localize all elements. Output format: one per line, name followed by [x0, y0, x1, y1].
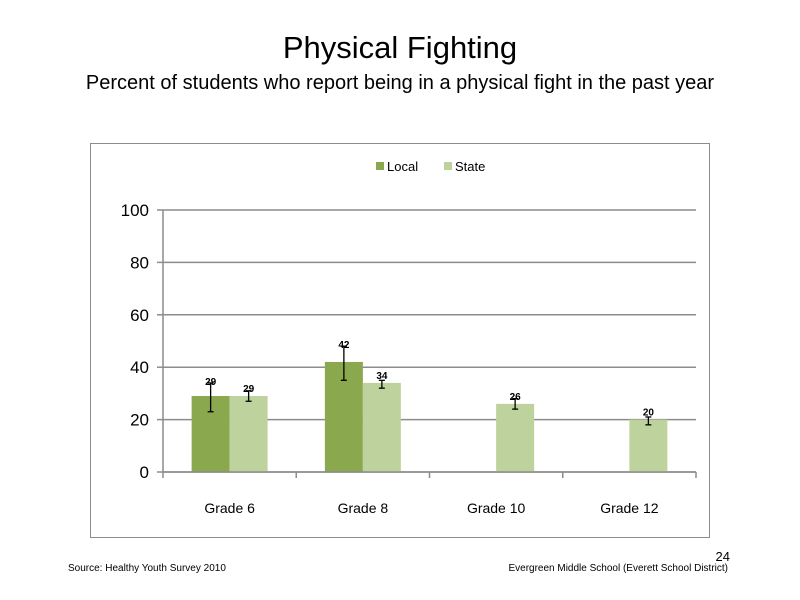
y-tick-label: 80	[130, 253, 149, 272]
x-tick-label: Grade 12	[600, 500, 659, 516]
legend-swatch-state	[444, 162, 452, 170]
data-label: 29	[205, 377, 217, 388]
y-tick-label: 60	[130, 306, 149, 325]
legend-label-local: Local	[387, 159, 418, 174]
data-label: 26	[510, 392, 522, 403]
legend-swatch-local	[376, 162, 384, 170]
y-tick-label: 40	[130, 358, 149, 377]
legend-label-state: State	[455, 159, 485, 174]
y-tick-label: 20	[130, 411, 149, 430]
data-label: 42	[338, 340, 350, 351]
source-note: Source: Healthy Youth Survey 2010	[68, 563, 226, 574]
bar-state	[362, 382, 401, 472]
school-note: Evergreen Middle School (Everett School …	[508, 563, 728, 574]
x-tick-label: Grade 8	[338, 500, 389, 516]
data-label: 34	[376, 371, 388, 382]
x-tick-label: Grade 10	[467, 500, 526, 516]
chart-subtitle: Percent of students who report being in …	[85, 72, 715, 94]
page-number: 24	[715, 549, 730, 564]
y-tick-label: 100	[121, 201, 149, 220]
bar-state	[629, 419, 668, 472]
x-tick-label: Grade 6	[204, 500, 255, 516]
data-label: 20	[643, 408, 655, 419]
chart-title: Physical Fighting	[282, 30, 518, 65]
data-label: 29	[243, 384, 255, 395]
y-tick-label: 0	[140, 463, 149, 482]
bar-state	[496, 403, 535, 472]
bar-state	[229, 396, 268, 472]
